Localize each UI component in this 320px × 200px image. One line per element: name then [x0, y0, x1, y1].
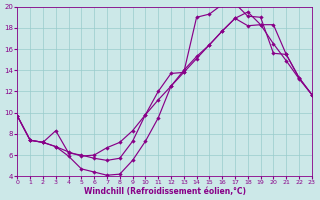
X-axis label: Windchill (Refroidissement éolien,°C): Windchill (Refroidissement éolien,°C)	[84, 187, 245, 196]
